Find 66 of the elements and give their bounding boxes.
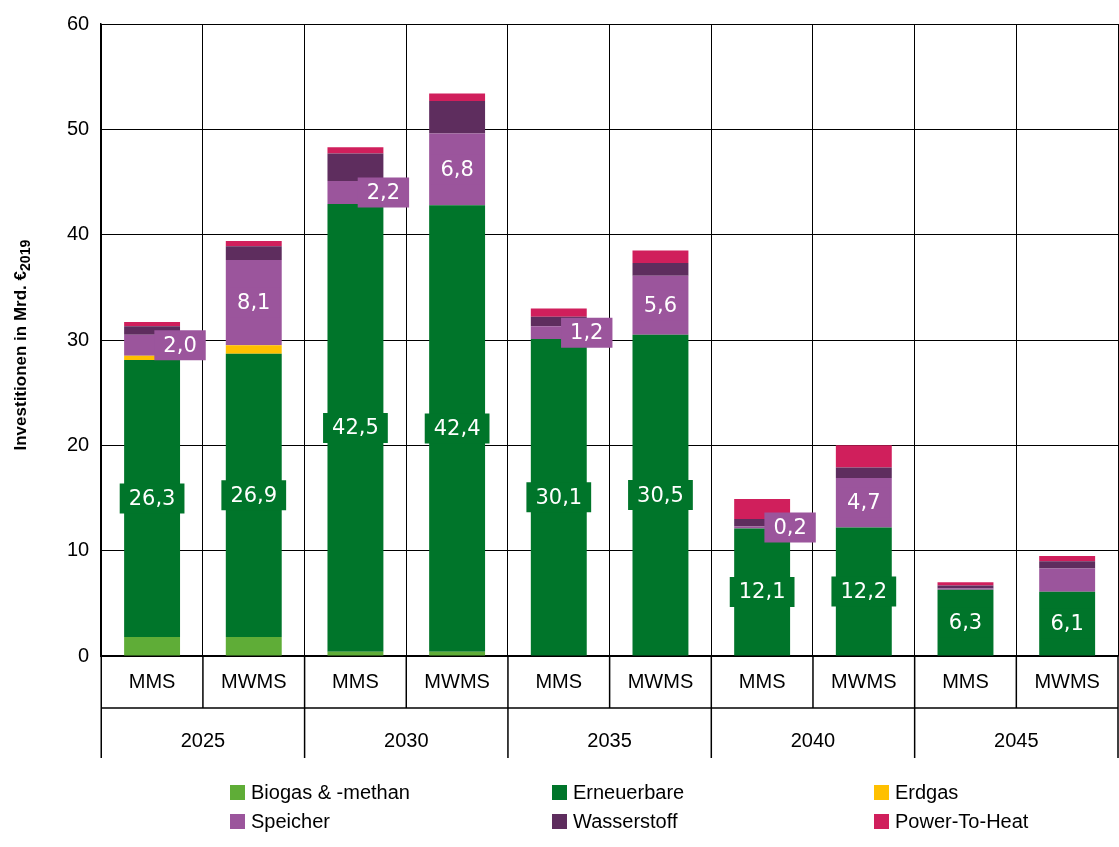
data-label: 2,0 bbox=[163, 332, 197, 357]
y-tick-label: 60 bbox=[67, 11, 90, 34]
legend-label: Biogas & -methan bbox=[251, 781, 410, 804]
bar bbox=[429, 651, 486, 656]
y-tick-label: 30 bbox=[67, 327, 90, 350]
bar bbox=[632, 263, 689, 276]
bar bbox=[835, 445, 892, 468]
data-label: 8,1 bbox=[237, 290, 271, 315]
data-label: 6,1 bbox=[1050, 611, 1084, 636]
y-tick-label: 10 bbox=[67, 538, 90, 561]
legend-label: Erneuerbare bbox=[573, 781, 685, 804]
data-label: 12,1 bbox=[738, 579, 786, 604]
x-tick-label: MMS bbox=[128, 669, 176, 692]
y-tick-label: 20 bbox=[67, 432, 90, 455]
bar bbox=[835, 467, 892, 478]
x-tick-label: MMS bbox=[332, 669, 379, 692]
y-tick-label: 0 bbox=[78, 643, 90, 666]
bar bbox=[327, 651, 384, 656]
data-label: 42,4 bbox=[433, 415, 481, 440]
bar bbox=[1039, 568, 1096, 592]
bar bbox=[530, 308, 587, 317]
bar bbox=[124, 322, 181, 327]
x-tick-label: MWMS bbox=[627, 669, 694, 692]
x-tick-label: MWMS bbox=[424, 669, 490, 692]
x-tick-label: MMS bbox=[738, 669, 786, 692]
legend-label: Speicher bbox=[251, 810, 330, 833]
data-label: 6,8 bbox=[440, 156, 474, 181]
bar bbox=[1039, 561, 1096, 569]
x-tick-label: MWMS bbox=[831, 669, 897, 692]
y-tick-label: 50 bbox=[67, 116, 90, 139]
data-label: 4,7 bbox=[847, 490, 881, 515]
bar bbox=[327, 147, 384, 154]
data-label: 26,9 bbox=[230, 482, 278, 507]
data-label: 30,5 bbox=[637, 482, 684, 507]
x-tick-label: MWMS bbox=[220, 669, 287, 692]
data-label: 5,6 bbox=[643, 292, 678, 317]
x-tick-label: MMS bbox=[535, 669, 583, 692]
bar bbox=[327, 153, 384, 181]
x-tick-label: MMS bbox=[942, 669, 989, 692]
bar bbox=[225, 240, 282, 247]
data-label: 6,3 bbox=[948, 610, 983, 635]
data-label: 30,1 bbox=[535, 484, 583, 509]
text: 2045 bbox=[994, 728, 1039, 751]
x-tick-label: MWMS bbox=[1034, 669, 1100, 692]
text: 2030 bbox=[384, 728, 429, 751]
data-label: 42,5 bbox=[332, 415, 379, 440]
bar bbox=[225, 637, 282, 656]
bar bbox=[429, 100, 486, 134]
text: 2040 bbox=[790, 728, 836, 751]
bar bbox=[124, 637, 181, 656]
data-label: 2,2 bbox=[366, 179, 401, 204]
bar bbox=[632, 250, 689, 264]
y-tick-label: 40 bbox=[67, 222, 90, 245]
bar bbox=[225, 345, 282, 354]
legend-label: Wasserstoff bbox=[573, 810, 678, 833]
data-label: 26,3 bbox=[128, 485, 176, 510]
data-label: 0,2 bbox=[773, 514, 807, 539]
data-label: 12,2 bbox=[840, 578, 888, 603]
text: 2035 bbox=[587, 728, 632, 751]
bar bbox=[429, 93, 486, 101]
legend-label: Power-To-Heat bbox=[895, 810, 1029, 833]
data-label: 1,2 bbox=[570, 320, 604, 345]
legend-label: Erdgas bbox=[895, 781, 959, 804]
bar bbox=[225, 246, 282, 260]
text: 2025 bbox=[180, 728, 226, 751]
bar bbox=[1039, 555, 1096, 562]
